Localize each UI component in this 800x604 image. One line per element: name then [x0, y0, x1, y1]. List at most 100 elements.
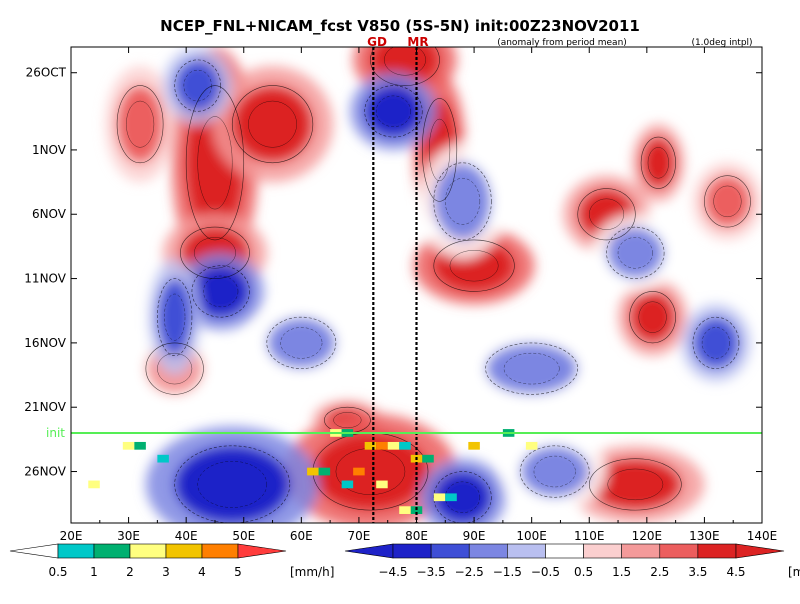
x-axis: 20E 30E 40E 50E 60E 70E 80E 90E 100E 110E 120E 130E…	[60, 47, 777, 543]
precip-pixel	[307, 467, 319, 476]
precip-pixel	[318, 467, 331, 476]
precip-pixel	[410, 506, 423, 514]
precip-colorbar-tick-label: 1	[90, 565, 98, 579]
x-tick-label: 90E	[463, 529, 486, 543]
anomaly-contour	[157, 278, 193, 357]
anomaly-contour	[519, 445, 590, 498]
precip-pixel	[445, 493, 457, 502]
v850-colorbar-right-extension	[735, 543, 785, 559]
precip-colorbar-swatch	[201, 543, 239, 559]
x-tick-label: 120E	[632, 529, 663, 543]
anomaly-contour	[588, 458, 682, 511]
v850-colorbar-tick-label: 4.5	[726, 565, 745, 579]
anomaly-blob	[266, 317, 336, 369]
anomaly-contour	[577, 188, 636, 241]
anomaly-blob	[629, 291, 676, 343]
v850-colorbar-tick-label: −1.5	[493, 565, 522, 579]
precip-pixel	[399, 441, 411, 450]
x-tick-label: 20E	[60, 529, 83, 543]
anomaly-contour	[145, 342, 204, 395]
anomaly-contour-inner	[197, 460, 268, 508]
precip-colorbar-tick-label: 3	[162, 565, 170, 579]
anomaly-contour	[180, 226, 250, 279]
precip-colorbar-left-extension	[9, 543, 59, 559]
precip-colorbar-swatch	[93, 543, 131, 559]
anomaly-blob	[520, 445, 590, 498]
precip-colorbar-tick-label: 2	[126, 565, 134, 579]
anomaly-contour-inner	[701, 327, 731, 359]
anomaly-contour-inner	[449, 250, 499, 282]
v850-colorbar-tick-label: 1.5	[612, 565, 631, 579]
anomaly-contour-inner	[445, 177, 481, 225]
y-tick-label: 6NOV	[32, 207, 67, 221]
anomaly-contour-inner	[126, 100, 155, 148]
anomaly-contour	[266, 316, 337, 369]
anomaly-blob	[312, 432, 429, 511]
precip-pixel	[525, 441, 538, 450]
anomaly-subtitle: (anomaly from period mean)	[497, 38, 627, 48]
v850-colorbar-swatch	[545, 543, 584, 559]
v850-colorbar-unit: [m/s]	[788, 565, 800, 579]
v850-colorbar-tick-label: −2.5	[455, 565, 484, 579]
anomaly-contour	[116, 85, 164, 164]
anomaly-contour-inner	[280, 327, 323, 359]
anomaly-contour	[191, 265, 250, 318]
precip-colorbar-swatch	[129, 543, 167, 559]
anomaly-blob	[641, 137, 676, 189]
precip-pixel	[422, 454, 434, 463]
v850-colorbar-tick-label: −0.5	[531, 565, 560, 579]
anomaly-blob	[364, 85, 423, 138]
interpolation-note: (1.0deg intpl)	[691, 38, 752, 48]
v850-colorbar-tick-label: −4.5	[378, 565, 407, 579]
precip-pixel	[122, 441, 135, 450]
precip-colorbar-tick-label: 0.5	[48, 565, 67, 579]
anomaly-contour	[421, 98, 458, 202]
anomaly-blob	[606, 227, 665, 279]
v850-colorbar-swatch	[583, 543, 622, 559]
anomaly-blob	[174, 445, 290, 523]
anomaly-contour-inner	[617, 237, 653, 269]
precip-pixel	[341, 480, 354, 489]
anomaly-contour	[629, 291, 676, 344]
anomaly-contour	[640, 136, 676, 189]
anomaly-contour	[433, 162, 492, 241]
anomaly-contour-inner	[713, 185, 742, 218]
anomaly-contour	[433, 239, 515, 292]
precip-pixel	[376, 441, 388, 450]
anomaly-contour-inner	[647, 147, 669, 179]
anomaly-contour-inner	[333, 412, 362, 429]
v850-colorbar-swatch	[468, 543, 508, 559]
x-tick-label: 130E	[689, 529, 720, 543]
y-tick-label: 26NOV	[24, 465, 66, 479]
y-tick-label: 26OCT	[26, 66, 67, 80]
anomaly-blob	[191, 265, 250, 318]
y-tick-label: 11NOV	[24, 272, 66, 286]
precip-colorbar-swatch	[57, 543, 95, 559]
anomaly-blob	[433, 471, 492, 523]
anomaly-contour	[692, 316, 740, 369]
precip-colorbar-tick-label: 5	[234, 565, 242, 579]
anomaly-contour	[606, 226, 665, 279]
x-tick-label: 100E	[516, 529, 547, 543]
precip-pixel	[376, 480, 388, 489]
anomaly-contour-inner	[203, 275, 239, 308]
anomaly-contour-inner	[638, 301, 667, 333]
plot-area: init 20E 30E 40E 50E 60E 70E 80E 90E 100E 110E 120…	[24, 46, 777, 543]
anomaly-contour-inner	[164, 293, 186, 341]
anomaly-blob	[232, 85, 313, 163]
anomaly-contour-inner	[503, 352, 560, 385]
v850-colorbar-tick-label: 3.5	[688, 565, 707, 579]
y-tick-label: 21NOV	[24, 400, 66, 414]
anomaly-contour-inner	[248, 100, 297, 148]
anomaly-contour-inner	[533, 455, 576, 488]
anomaly-blob	[589, 458, 682, 511]
x-tick-label: 110E	[574, 529, 605, 543]
precip-colorbar-right-extension	[237, 543, 287, 559]
x-tick-label: 80E	[405, 529, 428, 543]
precip-pixel	[468, 441, 480, 450]
v850-colorbar-swatch	[507, 543, 546, 559]
anomaly-contour-inner	[193, 237, 236, 269]
precip-pixel	[433, 493, 446, 502]
x-tick-label: 50E	[232, 529, 255, 543]
